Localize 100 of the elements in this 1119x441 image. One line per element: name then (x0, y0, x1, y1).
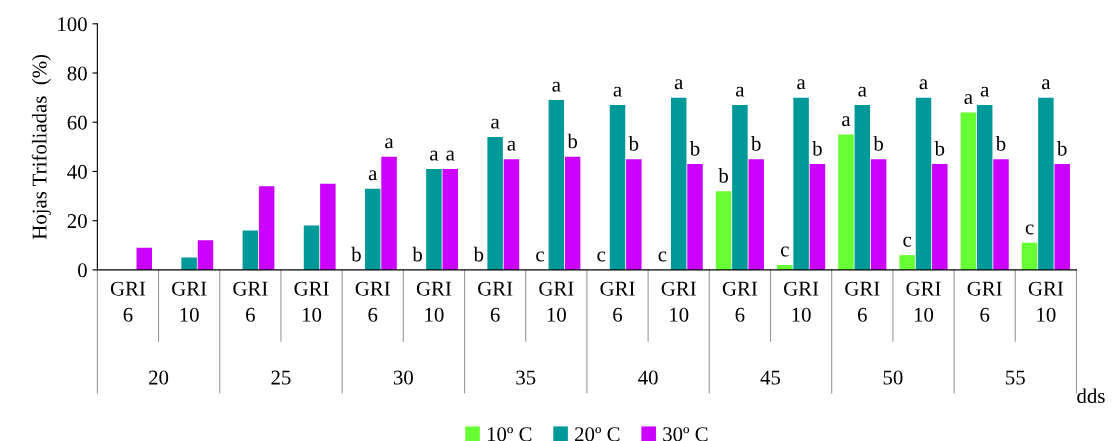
bar (426, 169, 442, 270)
data-label: a (919, 79, 928, 90)
bar (732, 105, 748, 270)
data-label: b (412, 246, 423, 262)
bar (258, 186, 275, 270)
data-label: a (980, 86, 990, 97)
bar (503, 159, 520, 270)
bar (564, 156, 581, 270)
bar (854, 105, 871, 270)
text: 25 (271, 370, 291, 385)
data-label: a (552, 81, 561, 92)
data-label: a (507, 140, 516, 151)
x-tick-label: GRI 10 (294, 281, 329, 322)
data-label: a (430, 150, 439, 161)
data-label: a (385, 138, 394, 149)
bar (487, 137, 503, 270)
x-tick-label: GRI 6 (478, 281, 513, 322)
data-label: c (903, 236, 912, 247)
bar (181, 257, 197, 270)
data-label: b (873, 136, 884, 151)
bar (320, 183, 336, 270)
data-label: b (751, 136, 761, 151)
bar (1054, 164, 1070, 270)
bar (993, 159, 1009, 270)
x-tick-label: GRI 10 (784, 281, 819, 322)
bar (748, 159, 764, 270)
x-tick-label: GRI 10 (539, 281, 574, 322)
bar (1021, 242, 1038, 270)
data-label: a (858, 86, 867, 97)
data-label: c (658, 251, 667, 262)
bar (687, 164, 703, 270)
y-tick-label: 60 (67, 115, 87, 130)
data-label: a (446, 150, 455, 161)
bar (381, 156, 397, 270)
x-tick-label: GRI 10 (1028, 281, 1064, 322)
x-tick-label: GRI 10 (172, 281, 207, 322)
text: 50 (883, 370, 903, 385)
data-label: a (842, 116, 851, 127)
data-label: c (597, 251, 606, 262)
data-label: b (473, 246, 484, 262)
data-label: a (964, 94, 973, 104)
bar (838, 134, 854, 270)
x-tick-label: GRI 10 (416, 281, 452, 322)
text: 20 (149, 370, 169, 385)
bar (976, 105, 993, 270)
data-label: b (351, 246, 361, 262)
bar (960, 112, 977, 270)
bar (670, 97, 687, 270)
text: 40 (638, 370, 658, 385)
data-label: b (1056, 141, 1067, 156)
bar (548, 100, 565, 270)
data-label: a (674, 79, 684, 90)
data-label: a (491, 118, 500, 129)
bar (609, 105, 626, 270)
x-tick-label: GRI 6 (233, 281, 268, 322)
data-label: c (780, 246, 789, 257)
bar (136, 247, 153, 270)
bar (197, 240, 214, 270)
text: 35 (516, 370, 536, 385)
x-tick-label: GRI 6 (600, 281, 635, 322)
data-label: b (567, 133, 578, 149)
data-label: a (736, 86, 745, 97)
data-label: a (797, 79, 806, 90)
x-tick-label: GRI 10 (661, 281, 696, 322)
legend-label: 20º C (575, 427, 620, 441)
data-label: c (536, 251, 544, 262)
data-label: c (1025, 224, 1034, 235)
data-label: b (934, 141, 945, 156)
bar (932, 164, 948, 270)
y-tick-label: 80 (67, 66, 87, 81)
x-tick-label: GRI 6 (845, 281, 880, 322)
x-tick-label: GRI 6 (110, 281, 146, 322)
x-tick-label: GRI 6 (722, 281, 758, 322)
legend-label: 30º C (663, 427, 708, 441)
data-label: a (613, 86, 622, 97)
x-axis-title: dds (1077, 388, 1105, 404)
y-axis-title: Hojas Trifoliadas (%) (31, 54, 51, 240)
text: 45 (760, 370, 781, 385)
data-label: a (1041, 79, 1051, 90)
data-label: b (995, 136, 1006, 151)
y-tick-label: 20 (67, 214, 87, 229)
y-tick-label: 0 (78, 263, 87, 278)
bar (364, 188, 381, 270)
y-tick-label: 40 (67, 164, 87, 179)
x-tick-label: GRI 6 (967, 281, 1002, 322)
bar (1038, 97, 1054, 270)
bar (303, 225, 320, 270)
text: 55 (1006, 370, 1025, 385)
x-tick-label: GRI 6 (355, 281, 390, 322)
text: 30 (393, 370, 413, 385)
x-tick-label: GRI 10 (906, 281, 941, 322)
bar (915, 97, 932, 270)
data-label: b (628, 136, 639, 151)
data-label: b (812, 141, 822, 156)
legend-label: 10º C (487, 427, 532, 441)
bar (242, 230, 259, 270)
data-label: b (718, 168, 728, 183)
bar (809, 164, 826, 270)
bar (899, 255, 915, 270)
y-tick-label: 100 (58, 17, 87, 32)
